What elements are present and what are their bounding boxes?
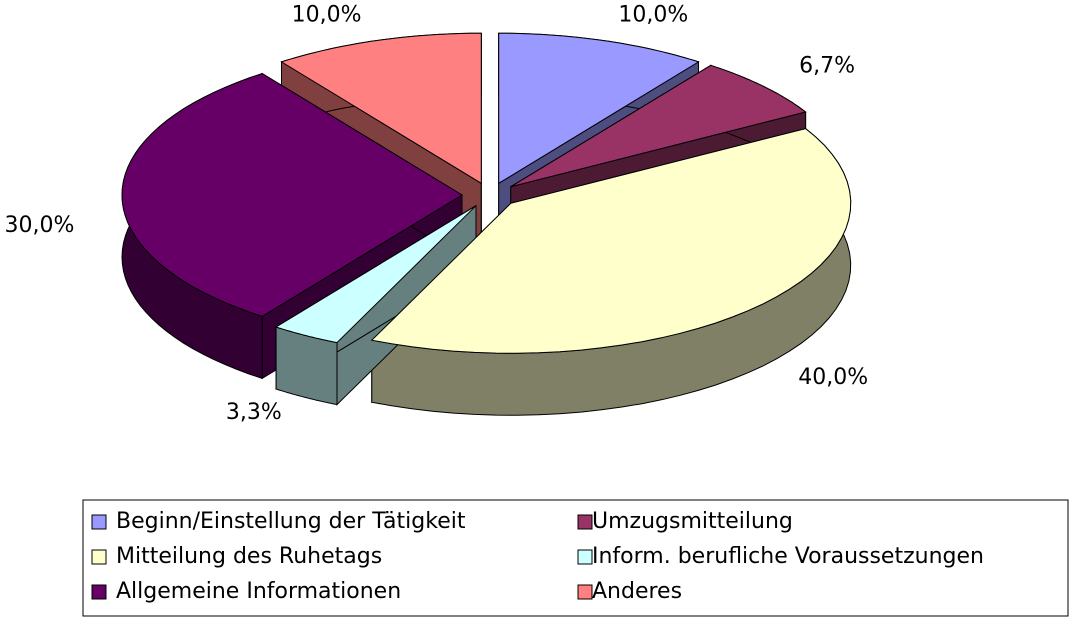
pie-slice xyxy=(510,64,807,188)
legend-label: Anderes xyxy=(592,579,682,604)
data-label: 30,0% xyxy=(5,213,75,238)
data-label: 10,0% xyxy=(618,2,688,27)
data-label: 6,7% xyxy=(799,53,855,78)
legend-label: Mitteilung des Ruhetags xyxy=(116,544,382,569)
pie-slice xyxy=(370,128,852,354)
pie-slice xyxy=(121,73,463,317)
legend-label: Allgemeine Informationen xyxy=(116,579,401,604)
legend-swatch xyxy=(91,549,107,565)
data-label: 10,0% xyxy=(292,2,362,27)
pie-slice xyxy=(280,32,482,185)
data-label: 40,0% xyxy=(798,365,868,390)
data-label: 3,3% xyxy=(226,400,282,425)
legend-swatch xyxy=(577,549,593,565)
legend-swatch xyxy=(577,514,593,530)
pie-slice xyxy=(274,205,477,344)
legend-swatch xyxy=(91,514,107,530)
legend-swatch xyxy=(91,584,107,600)
legend-swatch xyxy=(577,584,593,600)
pie-slice xyxy=(498,32,700,185)
legend-label: Umzugsmitteilung xyxy=(592,509,793,534)
legend-label: Inform. berufliche Voraussetzungen xyxy=(592,544,984,569)
legend-label: Beginn/Einstellung der Tätigkeit xyxy=(116,509,466,534)
legend-box xyxy=(82,499,1069,617)
